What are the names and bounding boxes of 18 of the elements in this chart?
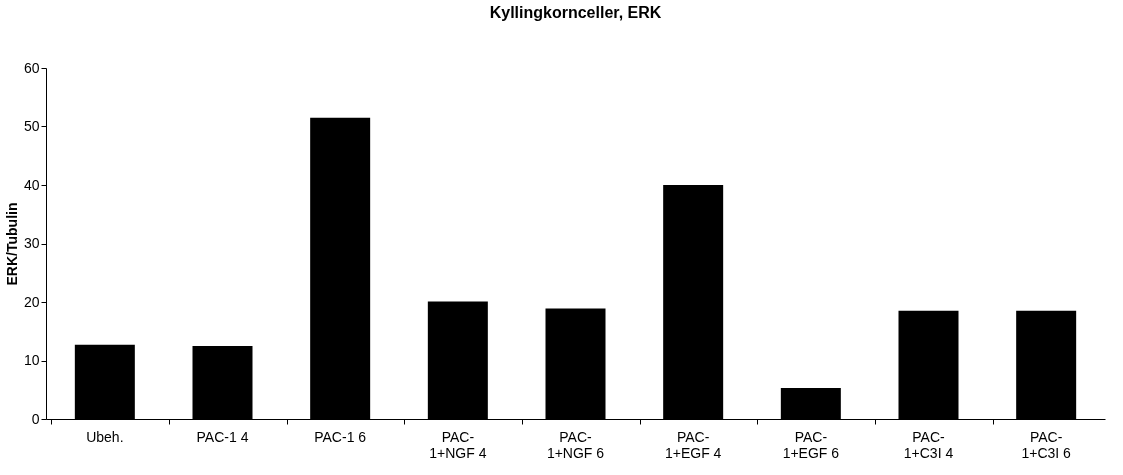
x-tick-label: PAC-1+NGF 6 (546, 428, 605, 461)
y-tick-label: 20 (23, 293, 40, 310)
x-tick-label: PAC-1 6 (314, 428, 367, 445)
y-tick-label: 60 (23, 59, 40, 76)
y-tick-label: 10 (23, 352, 40, 368)
x-tick-label: PAC-1+EGF 6 (782, 428, 840, 461)
chart-title: Kyllingkornceller, ERK (489, 4, 662, 21)
x-tick-label: PAC-1+C3I 6 (1021, 428, 1072, 461)
y-tick-label: 0 (31, 410, 40, 427)
y-tick-label: 50 (23, 118, 40, 134)
x-tick-label: PAC-1+NGF 4 (429, 428, 487, 461)
x-tick-label: PAC-1+EGF 4 (664, 428, 722, 461)
y-tick-label: 40 (23, 176, 40, 193)
y-tick-label: 30 (23, 235, 40, 251)
x-tick-label: Ubeh. (86, 428, 124, 445)
y-axis-title: ERK/Tubulin (3, 202, 20, 286)
x-tick-label: PAC-1+C3I 4 (903, 428, 954, 461)
x-tick-label: PAC-1 4 (196, 428, 249, 445)
